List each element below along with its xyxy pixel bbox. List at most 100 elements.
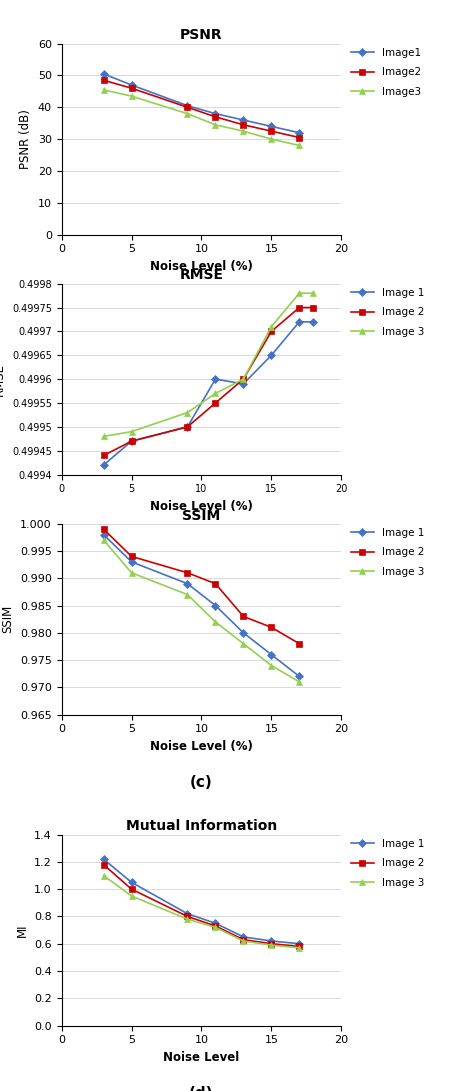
- Image 3: [212, 387, 218, 400]
- Image 3: [297, 287, 302, 300]
- Image 3: [184, 588, 190, 601]
- Line: Image 1: Image 1: [100, 319, 317, 468]
- Image 1: [212, 599, 218, 612]
- Image1: [184, 99, 190, 112]
- Image2: [268, 124, 274, 137]
- Image 3: [240, 934, 246, 947]
- Line: Image 1: Image 1: [100, 531, 302, 680]
- Y-axis label: SSIM: SSIM: [1, 606, 15, 633]
- Title: SSIM: SSIM: [182, 508, 220, 523]
- Image 1: [297, 937, 302, 950]
- Image 2: [297, 939, 302, 954]
- Image3: [240, 124, 246, 137]
- Image 1: [240, 931, 246, 944]
- Image3: [128, 89, 135, 103]
- Image 3: [240, 372, 246, 385]
- Line: Image 3: Image 3: [100, 537, 302, 685]
- Image 1: [268, 648, 274, 661]
- Line: Image3: Image3: [100, 86, 302, 148]
- Image 2: [100, 448, 106, 461]
- Image 3: [310, 287, 316, 300]
- X-axis label: Noise Level (%): Noise Level (%): [150, 260, 253, 273]
- Image 3: [184, 406, 190, 419]
- Image 1: [240, 626, 246, 639]
- Image 2: [184, 910, 190, 923]
- Image 1: [212, 916, 218, 930]
- Line: Image2: Image2: [100, 77, 302, 141]
- Image2: [212, 110, 218, 123]
- Line: Image 1: Image 1: [100, 856, 302, 947]
- Image 2: [212, 920, 218, 933]
- Image 1: [310, 315, 316, 328]
- Image 3: [128, 425, 135, 439]
- Image 3: [268, 938, 274, 951]
- Image 2: [184, 566, 190, 579]
- Image 2: [212, 396, 218, 409]
- Image 3: [268, 320, 274, 333]
- Line: Image 3: Image 3: [100, 873, 302, 951]
- Line: Image1: Image1: [100, 71, 302, 136]
- X-axis label: Noise Level (%): Noise Level (%): [150, 740, 253, 753]
- Image 2: [268, 325, 274, 338]
- Image 1: [268, 934, 274, 947]
- Image 2: [297, 301, 302, 314]
- Image 1: [100, 458, 106, 471]
- Image 2: [240, 372, 246, 385]
- Image 3: [212, 615, 218, 628]
- Image 2: [100, 858, 106, 871]
- Image1: [240, 113, 246, 127]
- Line: Image 2: Image 2: [100, 526, 302, 647]
- Image 3: [268, 659, 274, 672]
- Text: (a): (a): [190, 296, 213, 310]
- Image 3: [100, 533, 106, 547]
- Image 3: [100, 868, 106, 882]
- Image 3: [100, 430, 106, 443]
- Image 1: [297, 315, 302, 328]
- Image 2: [184, 420, 190, 433]
- Image 3: [297, 942, 302, 955]
- Line: Image 2: Image 2: [100, 862, 302, 949]
- Image3: [268, 132, 274, 145]
- Image 2: [297, 637, 302, 650]
- Image1: [212, 107, 218, 120]
- Image 3: [297, 675, 302, 688]
- Image1: [128, 79, 135, 92]
- Line: Image 3: Image 3: [100, 290, 317, 440]
- Text: (c): (c): [190, 776, 213, 790]
- X-axis label: Noise Level (%): Noise Level (%): [150, 500, 253, 513]
- Image1: [268, 120, 274, 133]
- Image 2: [268, 621, 274, 634]
- Image2: [128, 82, 135, 95]
- Image 1: [128, 434, 135, 447]
- Image 1: [100, 853, 106, 866]
- Title: PSNR: PSNR: [180, 28, 223, 43]
- Text: (b): (b): [189, 536, 214, 550]
- Image 2: [212, 577, 218, 590]
- Image1: [100, 68, 106, 81]
- Image1: [297, 127, 302, 140]
- Image 1: [128, 555, 135, 568]
- Image3: [100, 83, 106, 96]
- Title: Mutual Information: Mutual Information: [126, 819, 277, 834]
- Image 1: [100, 528, 106, 541]
- Image3: [184, 107, 190, 120]
- Image 2: [268, 937, 274, 950]
- Image 2: [240, 610, 246, 623]
- X-axis label: Noise Level: Noise Level: [164, 1051, 239, 1064]
- Image3: [212, 118, 218, 131]
- Image2: [297, 131, 302, 144]
- Image 2: [240, 933, 246, 946]
- Image 3: [212, 921, 218, 934]
- Legend: Image 1, Image 2, Image 3: Image 1, Image 2, Image 3: [347, 284, 429, 340]
- Legend: Image 1, Image 2, Image 3: Image 1, Image 2, Image 3: [347, 835, 429, 891]
- Image 2: [128, 434, 135, 447]
- Y-axis label: RMSE: RMSE: [0, 362, 6, 396]
- Text: (d): (d): [189, 1087, 214, 1091]
- Image 3: [128, 566, 135, 579]
- Legend: Image 1, Image 2, Image 3: Image 1, Image 2, Image 3: [347, 524, 429, 580]
- Image 1: [212, 372, 218, 385]
- Image2: [240, 118, 246, 131]
- Image 3: [184, 912, 190, 925]
- Image 2: [128, 883, 135, 896]
- Image 1: [268, 349, 274, 362]
